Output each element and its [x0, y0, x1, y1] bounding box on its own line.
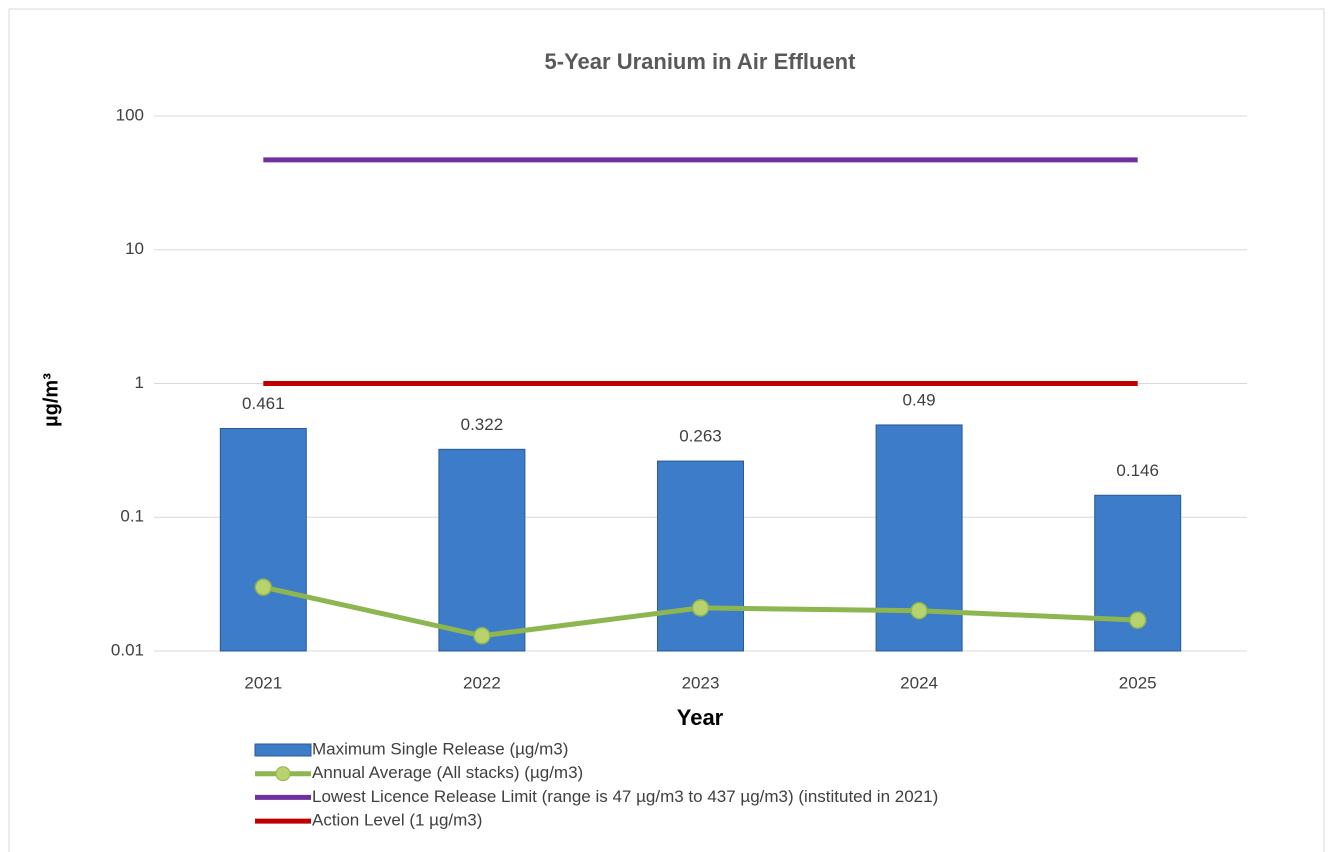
- y-tick-label: 10: [125, 239, 144, 258]
- data-label: 0.49: [903, 390, 936, 409]
- marker: [691, 599, 710, 617]
- marker: [1128, 611, 1147, 629]
- legend-label: Maximum Single Release (µg/m3): [312, 739, 568, 758]
- legend-label: Annual Average (All stacks) (µg/m3): [312, 763, 583, 782]
- legend-marker: [275, 766, 291, 782]
- x-tick-label: 2022: [463, 673, 501, 692]
- bar: [438, 448, 526, 652]
- x-tick-label: 2024: [900, 673, 938, 692]
- data-label: 0.146: [1116, 461, 1159, 480]
- legend-swatch: [254, 743, 312, 757]
- marker: [254, 578, 273, 596]
- bar: [657, 460, 744, 652]
- legend-label: Action Level (1 µg/m3): [312, 811, 482, 830]
- chart-border: [8, 8, 1325, 852]
- x-tick-label: 2021: [244, 673, 282, 692]
- bar: [219, 427, 307, 652]
- x-axis-label: Year: [677, 705, 724, 730]
- y-tick-label: 0.1: [120, 507, 144, 526]
- data-label: 0.461: [242, 394, 285, 413]
- y-tick-label: 100: [116, 105, 144, 124]
- data-label: 0.263: [679, 427, 722, 446]
- legend-label: Lowest Licence Release Limit (range is 4…: [312, 787, 938, 806]
- x-tick-label: 2025: [1119, 673, 1157, 692]
- marker: [910, 601, 928, 620]
- marker: [473, 627, 491, 645]
- y-tick-label: 0.01: [111, 640, 144, 659]
- y-axis-label: µg/m³: [40, 373, 62, 427]
- chart-title: 5-Year Uranium in Air Effluent: [545, 49, 857, 74]
- data-label: 0.322: [461, 415, 504, 434]
- x-tick-label: 2023: [682, 673, 720, 692]
- y-tick-label: 1: [135, 373, 144, 392]
